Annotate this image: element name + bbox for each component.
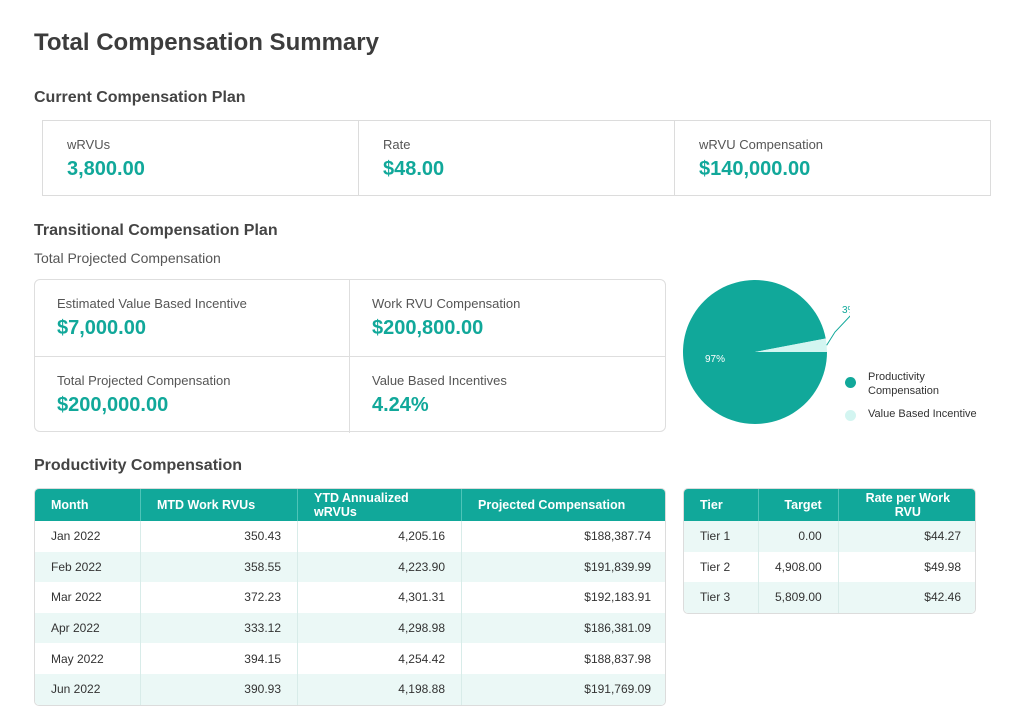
table-row: Tier 1 0.00 $44.27	[684, 521, 975, 552]
total-projected-label: Total Projected Compensation	[57, 373, 231, 388]
cell-ytd: 4,205.16	[298, 521, 462, 552]
legend-label-productivity: Productivity Compensation	[868, 371, 939, 397]
table-row: Mar 2022 372.23 4,301.31 $192,183.91	[35, 582, 665, 613]
value-based-incentives-value: 4.24%	[372, 394, 429, 416]
cell-rate: $49.98	[838, 551, 975, 583]
estimated-vbi-card: Estimated Value Based Incentive $7,000.0…	[35, 280, 350, 357]
pie-slice-productivity[interactable]	[683, 280, 827, 425]
productivity-header-row: Month MTD Work RVUs YTD Annualized wRVUs…	[35, 489, 665, 521]
table-row: Jun 2022 390.93 4,198.88 $191,769.09	[35, 673, 665, 705]
table-row: Feb 2022 358.55 4,223.90 $191,839.99	[35, 551, 665, 583]
cell-rate: $42.46	[838, 582, 975, 613]
estimated-vbi-value: $7,000.00	[57, 317, 146, 339]
table-row: Apr 2022 333.12 4,298.98 $186,381.09	[35, 612, 665, 644]
cell-month: Apr 2022	[35, 612, 141, 644]
col-header-ytd[interactable]: YTD Annualized wRVUs	[298, 489, 462, 521]
pie-legend: Productivity Compensation Value Based In…	[845, 370, 977, 431]
cell-ytd: 4,223.90	[298, 551, 462, 583]
cell-tier: Tier 3	[684, 582, 759, 613]
table-row: May 2022 394.15 4,254.42 $188,837.98	[35, 643, 665, 674]
cell-target: 4,908.00	[758, 551, 839, 583]
cell-projected: $188,387.74	[462, 521, 665, 552]
total-projected-card: Total Projected Compensation $200,000.00	[35, 357, 350, 433]
col-header-tier[interactable]: Tier	[684, 489, 759, 521]
work-rvu-compensation-label: Work RVU Compensation	[372, 296, 521, 311]
productivity-table: Month MTD Work RVUs YTD Annualized wRVUs…	[34, 488, 666, 706]
cell-tier: Tier 2	[684, 551, 759, 583]
cell-mtd: 350.43	[141, 521, 298, 552]
rate-value: $48.00	[383, 158, 445, 180]
value-based-incentives-card: Value Based Incentives 4.24%	[350, 357, 665, 433]
col-header-projected[interactable]: Projected Compensation	[462, 489, 665, 521]
cell-tier: Tier 1	[684, 521, 759, 552]
cell-projected: $192,183.91	[462, 582, 665, 613]
cell-projected: $188,837.98	[462, 643, 665, 674]
wrvu-compensation-card: wRVU Compensation $140,000.00	[675, 121, 990, 195]
cell-rate: $44.27	[838, 521, 975, 552]
cell-mtd: 333.12	[141, 612, 298, 644]
cell-ytd: 4,301.31	[298, 582, 462, 613]
rate-label: Rate	[383, 137, 411, 152]
cell-projected: $191,769.09	[462, 673, 665, 705]
cell-mtd: 390.93	[141, 673, 298, 705]
legend-dot-productivity	[845, 377, 856, 388]
transitional-plan-cards: Estimated Value Based Incentive $7,000.0…	[34, 279, 666, 433]
cell-ytd: 4,298.98	[298, 612, 462, 644]
work-rvu-compensation-value: $200,800.00	[372, 317, 484, 339]
cell-projected: $186,381.09	[462, 612, 665, 644]
legend-dot-vbi	[845, 410, 856, 421]
cell-mtd: 394.15	[141, 643, 298, 674]
estimated-vbi-label: Estimated Value Based Incentive	[57, 296, 247, 311]
current-plan-title: Current Compensation Plan	[34, 89, 246, 106]
tier-header-row: Tier Target Rate per Work RVU	[684, 489, 975, 521]
pie-label-productivity: 97%	[705, 354, 725, 365]
cell-target: 5,809.00	[758, 582, 839, 613]
table-row: Tier 3 5,809.00 $42.46	[684, 582, 975, 613]
wrvu-compensation-value: $140,000.00	[699, 158, 811, 180]
value-based-incentives-label: Value Based Incentives	[372, 373, 507, 388]
pie-slice-vbi[interactable]	[755, 338, 827, 352]
pie-label-vbi: 3%	[842, 305, 850, 316]
legend-item-vbi[interactable]: Value Based Incentive	[845, 408, 977, 421]
legend-item-productivity[interactable]: Productivity Compensation	[845, 370, 977, 398]
cell-month: Mar 2022	[35, 582, 141, 613]
cell-month: Jun 2022	[35, 673, 141, 705]
cell-month: May 2022	[35, 643, 141, 674]
productivity-title: Productivity Compensation	[34, 457, 243, 474]
total-projected-value: $200,000.00	[57, 394, 169, 416]
table-row: Tier 2 4,908.00 $49.98	[684, 551, 975, 583]
col-header-month[interactable]: Month	[35, 489, 141, 521]
cell-month: Feb 2022	[35, 551, 141, 583]
cell-target: 0.00	[758, 521, 839, 552]
cell-projected: $191,839.99	[462, 551, 665, 583]
wrvus-card: wRVUs 3,800.00	[43, 121, 359, 195]
transitional-plan-title: Transitional Compensation Plan	[34, 222, 278, 239]
cell-mtd: 358.55	[141, 551, 298, 583]
wrvus-value: 3,800.00	[67, 158, 145, 180]
col-header-mtd[interactable]: MTD Work RVUs	[141, 489, 298, 521]
cell-month: Jan 2022	[35, 521, 141, 552]
col-header-target[interactable]: Target	[758, 489, 839, 521]
cell-ytd: 4,198.88	[298, 673, 462, 705]
legend-label-vbi: Value Based Incentive	[868, 408, 977, 420]
current-plan-cards: wRVUs 3,800.00 Rate $48.00 wRVU Compensa…	[42, 120, 991, 196]
col-header-rate[interactable]: Rate per Work RVU	[838, 489, 975, 521]
rate-card: Rate $48.00	[359, 121, 675, 195]
pie-chart-svg: 97% 3%	[683, 280, 850, 425]
tier-table: Tier Target Rate per Work RVU Tier 1 0.0…	[683, 488, 976, 614]
page-title: Total Compensation Summary	[34, 29, 379, 56]
transitional-plan-subtitle: Total Projected Compensation	[34, 250, 221, 266]
cell-mtd: 372.23	[141, 582, 298, 613]
wrvus-label: wRVUs	[67, 137, 111, 152]
pie-chart: 97% 3% Productivity Compensation Value Ba…	[680, 278, 1000, 438]
wrvu-compensation-label: wRVU Compensation	[699, 137, 824, 152]
table-row: Jan 2022 350.43 4,205.16 $188,387.74	[35, 521, 665, 552]
pie-leader-line	[826, 315, 850, 346]
cell-ytd: 4,254.42	[298, 643, 462, 674]
work-rvu-compensation-card: Work RVU Compensation $200,800.00	[350, 280, 665, 357]
